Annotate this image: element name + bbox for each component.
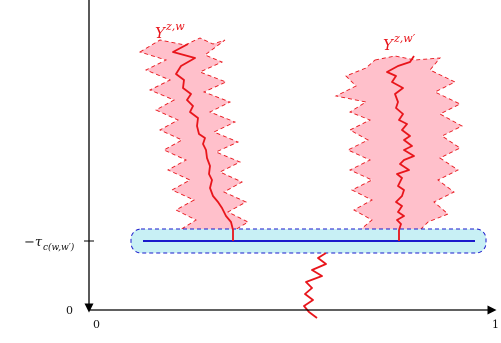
tau-subscript: c(w,w′) [43,242,75,253]
process-right-region [334,55,463,231]
process-left-label: Y [155,24,167,42]
x-one-label: 1 [492,318,499,331]
process-right-superscript: z,w′ [393,32,416,45]
common-ancestor-path [303,252,327,319]
process-left-region [138,37,249,231]
x-zero-label: 0 [93,318,100,331]
tau-label: −τ [24,235,43,250]
y-zero-label: 0 [66,304,73,317]
process-right-label: Y [383,36,395,54]
process-left-superscript: z,w [165,20,185,33]
process-right-path [386,55,415,241]
process-left-path [172,43,234,241]
